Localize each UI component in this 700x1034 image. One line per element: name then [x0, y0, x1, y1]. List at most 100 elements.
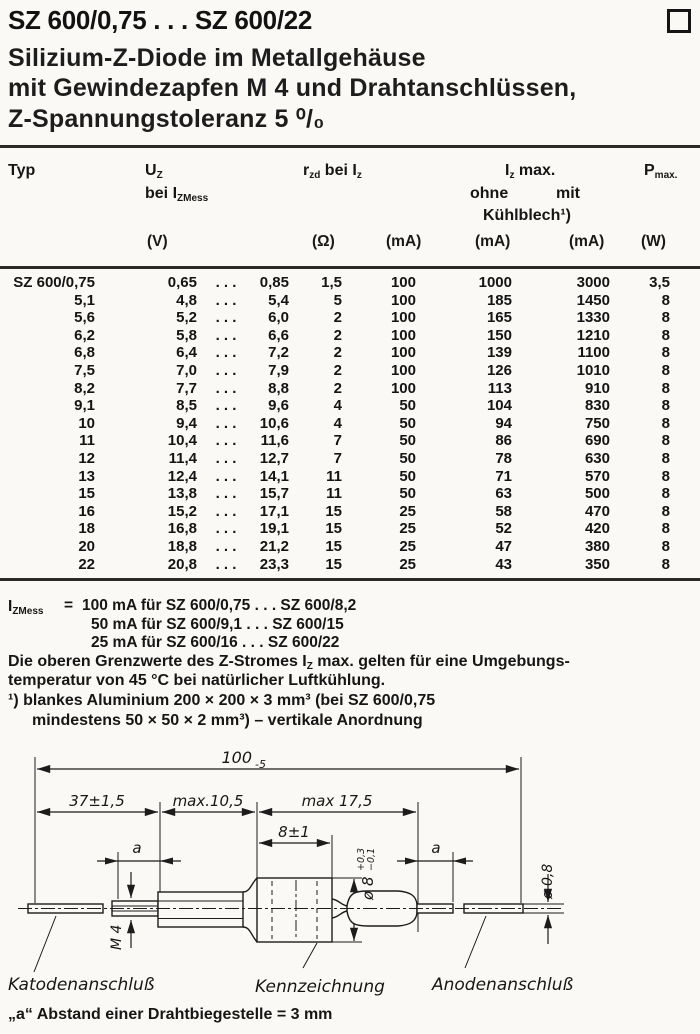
cell-typ: 5,1: [74, 291, 95, 309]
cell-rzd: 15: [325, 555, 342, 573]
cell-rzd: 15: [325, 537, 342, 555]
cell-uz-min: 7,0: [176, 361, 197, 379]
cell-uz-max: 7,9: [268, 361, 289, 379]
cell-izmax-ohne: 1000: [478, 274, 512, 291]
table-row: 20 18,8 . . . 21,2 15 25 47 380 8: [0, 538, 700, 556]
cell-iz: 50: [399, 449, 416, 467]
cell-dots: . . .: [215, 485, 237, 503]
dim-37-label: 37±1,5: [69, 792, 125, 810]
cell-iz: 50: [399, 432, 416, 450]
table-row: 7,5 7,0 . . . 7,9 2 100 126 1010 8: [0, 362, 700, 380]
cell-pmax: 3,5: [649, 274, 670, 291]
cell-izmax-mit: 1450: [576, 291, 610, 309]
ambient-note-line-2: temperatur von 45 °C bei natürlicher Luf…: [8, 672, 386, 689]
cell-pmax: 8: [661, 432, 670, 450]
cell-pmax: 8: [661, 291, 670, 309]
table-row: 9,1 8,5 . . . 9,6 4 50 104 830 8: [0, 397, 700, 415]
cell-pmax: 8: [661, 326, 670, 344]
cell-izmax-ohne: 104: [486, 397, 512, 415]
cell-iz: 100: [390, 309, 416, 327]
izmess-line-2: 50 mA für SZ 600/9,1 . . . SZ 600/15: [91, 616, 344, 633]
cell-typ: 6,8: [74, 344, 95, 362]
cell-izmax-mit: 380: [584, 537, 610, 555]
cell-uz-min: 18,8: [167, 537, 197, 555]
cell-izmax-mit: 1100: [577, 344, 610, 362]
cell-typ: 7,5: [74, 361, 95, 379]
cell-pmax: 8: [661, 344, 670, 362]
cell-pmax: 8: [661, 449, 670, 467]
cell-uz-max: 21,2: [259, 537, 289, 555]
cell-pmax: 8: [661, 520, 670, 538]
cell-rzd: 7: [333, 449, 342, 467]
dim-a-left-label: a: [132, 839, 141, 857]
cell-dots: . . .: [215, 379, 237, 397]
cell-dots: . . .: [215, 326, 237, 344]
cell-uz-min: 20,8: [167, 555, 197, 573]
table-row: 5,6 5,2 . . . 6,0 2 100 165 1330 8: [0, 309, 700, 327]
cell-uz-min: 13,8: [167, 485, 197, 503]
cell-izmax-mit: 3000: [576, 274, 610, 291]
cell-iz: 50: [399, 485, 416, 503]
cell-izmax-mit: 910: [584, 379, 610, 397]
cell-typ: 5,6: [74, 309, 95, 327]
col-header-uz-condition: bei IZMess: [145, 185, 209, 204]
unit-ma-1: (mA): [386, 233, 422, 250]
table-row: 6,8 6,4 . . . 7,2 2 100 139 1100 8: [0, 344, 700, 362]
cell-pmax: 8: [661, 555, 670, 573]
dim-max175-label: max 17,5: [302, 792, 373, 810]
cell-izmax-mit: 630: [584, 449, 610, 467]
table-row: 22 20,8 . . . 23,3 15 25 43 350 8: [0, 556, 700, 574]
cell-pmax: 8: [661, 309, 670, 327]
subtitle-line-3: Z-Spannungstoleranz 5 ⁰/₀: [8, 105, 325, 133]
cell-dots: . . .: [215, 309, 237, 327]
cell-izmax-ohne: 52: [495, 520, 512, 538]
thread-m4-label: M 4: [109, 925, 125, 950]
hex-section: [157, 891, 244, 928]
col-header-uz: UZ: [145, 162, 163, 181]
outline-drawing: 100 -5 37±1,5 max.10,5 max 17,5 8±1 a a …: [8, 748, 573, 997]
footnote-1-line-1: ¹) blankes Aluminium 200 × 200 × 3 mm³ (…: [8, 692, 436, 709]
body-diameter-tol-minus: −0,1: [366, 848, 377, 871]
divider-header: [0, 266, 700, 269]
cell-izmax-mit: 470: [584, 502, 610, 520]
col-header-rzd: rzd bei Iz: [303, 162, 362, 181]
cell-uz-max: 0,85: [259, 274, 289, 291]
cell-dots: . . .: [215, 467, 237, 485]
cell-typ: 9,1: [74, 397, 95, 415]
cell-pmax: 8: [661, 379, 670, 397]
cell-iz: 100: [390, 274, 416, 291]
cell-rzd: 11: [326, 467, 342, 485]
cell-dots: . . .: [215, 537, 237, 555]
marking-leader: [302, 942, 318, 969]
cell-uz-max: 12,7: [259, 449, 289, 467]
cell-uz-max: 19,1: [259, 520, 289, 538]
cell-typ: 8,2: [74, 379, 95, 397]
cell-izmax-ohne: 78: [495, 449, 512, 467]
cell-izmax-ohne: 150: [486, 326, 512, 344]
cell-iz: 25: [399, 502, 416, 520]
cell-uz-max: 17,1: [259, 502, 289, 520]
page-title: SZ 600/0,75 . . . SZ 600/22: [8, 5, 313, 35]
cell-pmax: 8: [661, 467, 670, 485]
cell-izmax-mit: 750: [584, 414, 610, 432]
cell-iz: 100: [390, 344, 416, 362]
cell-izmax-ohne: 139: [486, 344, 512, 362]
cell-uz-min: 4,8: [176, 291, 197, 309]
footnote-1-line-2: mindestens 50 × 50 × 2 mm³) – vertikale …: [32, 712, 423, 729]
cell-pmax: 8: [661, 537, 670, 555]
subtitle-line-2: mit Gewindezapfen M 4 und Drahtanschlüss…: [8, 74, 577, 102]
dim-8-label: 8±1: [278, 823, 310, 841]
cell-rzd: 2: [333, 344, 342, 362]
cell-izmax-mit: 350: [584, 555, 610, 573]
wire-diameter-label: ø 0,8: [540, 864, 556, 900]
ambient-note-line-1: Die oberen Grenzwerte des Z-Stromes IZ m…: [8, 653, 570, 672]
izmess-line-3: 25 mA für SZ 600/16 . . . SZ 600/22: [91, 634, 340, 651]
cell-uz-min: 16,8: [167, 520, 197, 538]
cell-izmax-ohne: 86: [495, 432, 512, 450]
extension-lines: [34, 757, 564, 943]
col-header-typ: Typ: [8, 162, 36, 179]
cell-uz-max: 11,6: [260, 432, 289, 450]
anode-leader: [464, 915, 487, 969]
cell-uz-min: 12,4: [167, 467, 197, 485]
